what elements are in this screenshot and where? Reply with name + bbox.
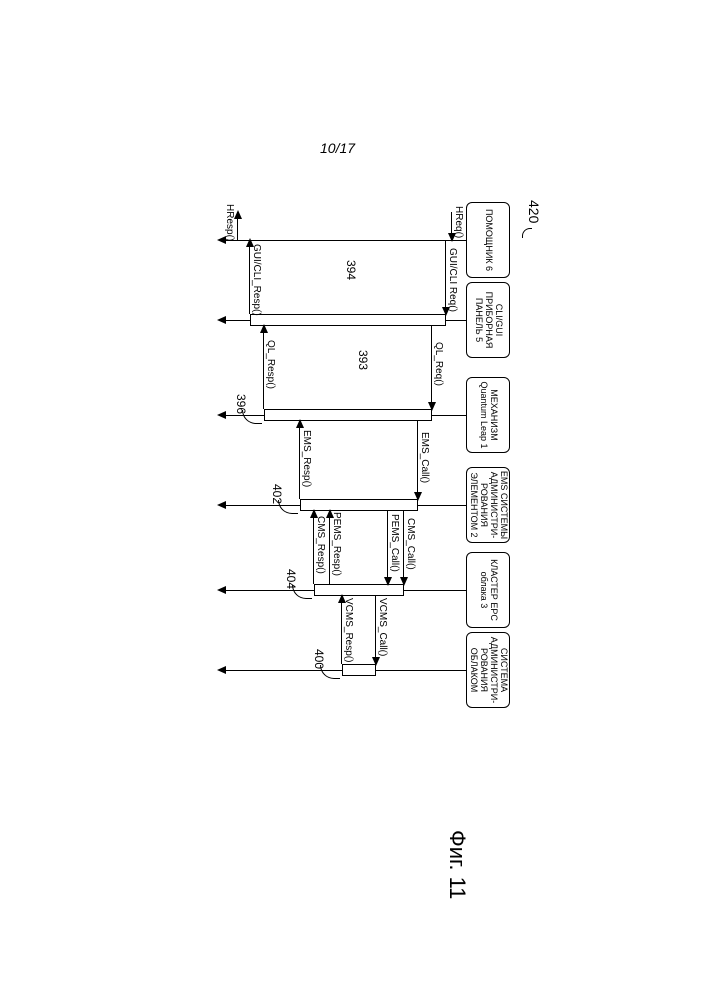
arrow-icon xyxy=(414,492,422,501)
msg-vcms-resp xyxy=(341,596,342,664)
ref-400: 400 xyxy=(312,649,326,669)
actor-label: СИСТЕМА АДМИНИСТРИ- РОВАНИЯ ОБЛАКОМ xyxy=(468,637,508,704)
page: 10/17 420 ПОМОЩНИК 6 CLI/GUI ПРИБОРНАЯ П… xyxy=(0,0,707,1000)
activation xyxy=(250,314,446,326)
arrow-icon xyxy=(384,577,392,586)
ref-402: 402 xyxy=(270,484,284,504)
msg-label: CMS_Call() xyxy=(405,518,416,570)
arrow-icon xyxy=(217,501,226,509)
actor-label: ПОМОЩНИК 6 xyxy=(483,209,493,271)
msg-label: PEMS_Call() xyxy=(389,514,400,572)
actor-label: КЛАСТЕР EPC облака 3 xyxy=(478,559,498,621)
msg-label: CMS_Resp() xyxy=(315,516,326,574)
msg-label: EMS_Resp() xyxy=(301,430,312,487)
arrow-icon xyxy=(260,324,268,333)
arrow-icon xyxy=(217,411,226,419)
actor-epc-3: КЛАСТЕР EPC облака 3 xyxy=(466,552,510,628)
actor-label: МЕХАНИЗМ Quantum Leap 1 xyxy=(478,381,498,448)
ref-hook xyxy=(522,228,532,238)
arrow-icon xyxy=(217,316,226,324)
msg-label: GUI/CLI Req() xyxy=(447,248,458,312)
arrow-icon xyxy=(217,666,226,674)
arrow-icon xyxy=(372,657,380,666)
actor-helper-6: ПОМОЩНИК 6 xyxy=(466,202,510,278)
msg-label: EMS_Call() xyxy=(419,432,430,483)
actor-ql-1: МЕХАНИЗМ Quantum Leap 1 xyxy=(466,377,510,453)
arrow-icon xyxy=(234,210,242,219)
msg-vcms-call xyxy=(375,596,376,664)
msg-label: HReq() xyxy=(453,206,464,238)
msg-label: VCMS_Resp() xyxy=(343,598,354,662)
msg-gui-resp xyxy=(249,240,250,314)
msg-pems-resp xyxy=(329,511,330,584)
figure-caption: Фиг. 11 xyxy=(444,830,470,899)
msg-label: GUI/CLI_Resp() xyxy=(251,244,262,316)
ref-420: 420 xyxy=(526,200,542,223)
msg-label: QL_Req() xyxy=(433,342,444,386)
arrow-icon xyxy=(217,586,226,594)
actor-label: CLI/GUI ПРИБОРНАЯ ПАНЕЛЬ 5 xyxy=(473,292,503,349)
ref-393: 393 xyxy=(356,350,370,370)
arrow-icon xyxy=(428,402,436,411)
page-number: 10/17 xyxy=(320,140,355,156)
msg-ql-resp xyxy=(263,326,264,409)
msg-label: QL_Resp() xyxy=(265,340,276,389)
msg-cms-resp xyxy=(313,511,314,584)
actor-cli-gui-5: CLI/GUI ПРИБОРНАЯ ПАНЕЛЬ 5 xyxy=(466,282,510,358)
lifeline xyxy=(220,240,466,241)
msg-gui-req xyxy=(445,240,446,314)
ref-396: 396 xyxy=(234,394,248,414)
msg-ql-req xyxy=(431,326,432,409)
actor-ems-2: EMS СИСТЕМЫ АДМИНИСТРИ- РОВАНИЯ ЭЛЕМЕНТО… xyxy=(466,467,510,543)
arrow-icon xyxy=(400,577,408,586)
arrow-icon xyxy=(217,236,226,244)
ref-404: 404 xyxy=(284,569,298,589)
actor-label: EMS СИСТЕМЫ АДМИНИСТРИ- РОВАНИЯ ЭЛЕМЕНТО… xyxy=(468,471,508,539)
msg-label: VCMS_Call() xyxy=(377,598,388,656)
msg-ems-call xyxy=(417,421,418,499)
msg-ems-resp xyxy=(299,421,300,499)
activation xyxy=(264,409,432,421)
ref-394: 394 xyxy=(344,260,358,280)
msg-pems-call xyxy=(387,511,388,584)
arrow-icon xyxy=(296,419,304,428)
msg-label: PEMS_Resp() xyxy=(331,512,342,576)
msg-cms-call xyxy=(403,511,404,584)
actor-cloud-admin: СИСТЕМА АДМИНИСТРИ- РОВАНИЯ ОБЛАКОМ xyxy=(466,632,510,708)
activation xyxy=(342,664,376,676)
